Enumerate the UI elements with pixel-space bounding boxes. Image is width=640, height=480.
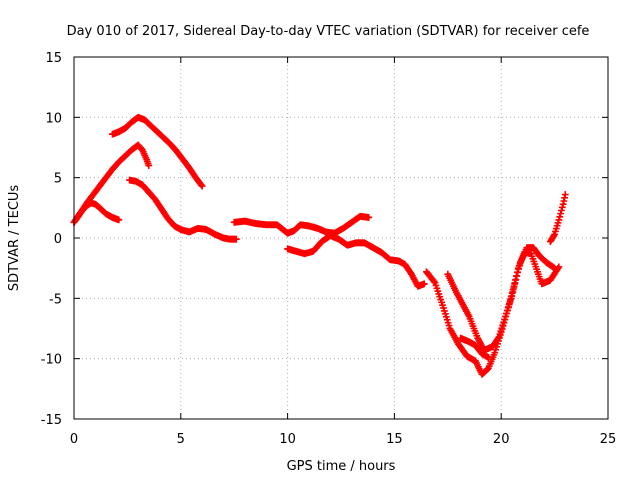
data-point bbox=[512, 276, 519, 284]
y-tick-label: 15 bbox=[45, 51, 62, 66]
y-tick-label: 5 bbox=[54, 172, 62, 187]
data-point bbox=[445, 322, 453, 329]
series-arc-2 bbox=[70, 141, 153, 226]
data-point bbox=[435, 290, 443, 298]
data-point bbox=[499, 321, 507, 329]
y-axis: -15 -10 -5 0 5 10 15 bbox=[41, 51, 608, 428]
data-point bbox=[511, 280, 519, 288]
data-point bbox=[555, 216, 563, 224]
y-tick-label: 0 bbox=[54, 232, 62, 247]
y-axis-label: SDTVAR / TECUs bbox=[7, 185, 22, 292]
data-point bbox=[513, 272, 520, 280]
x-tick-label: 25 bbox=[600, 432, 617, 447]
x-tick-label: 5 bbox=[177, 432, 185, 447]
data-point bbox=[551, 230, 558, 238]
data-point bbox=[552, 228, 559, 235]
data-point bbox=[533, 265, 540, 273]
data-point bbox=[492, 346, 500, 354]
data-point bbox=[529, 255, 537, 263]
y-tick-label: -5 bbox=[49, 292, 62, 307]
data-point bbox=[513, 268, 521, 276]
data-series bbox=[70, 113, 569, 378]
data-point bbox=[437, 296, 445, 303]
data-point bbox=[420, 280, 428, 288]
data-point bbox=[497, 327, 505, 335]
series-arc-6 bbox=[284, 232, 428, 290]
data-point bbox=[555, 263, 563, 271]
series-arc-8 bbox=[444, 249, 563, 354]
data-point bbox=[502, 310, 510, 317]
data-point bbox=[553, 222, 561, 230]
data-point bbox=[505, 301, 513, 309]
y-tick-label: -10 bbox=[41, 353, 62, 368]
data-point bbox=[501, 315, 508, 323]
data-point bbox=[506, 298, 514, 306]
data-point bbox=[443, 316, 451, 324]
data-point bbox=[558, 203, 566, 211]
data-point bbox=[438, 298, 446, 306]
x-tick-label: 15 bbox=[386, 432, 403, 447]
chart-title: Day 010 of 2017, Sidereal Day-to-day VTE… bbox=[67, 24, 590, 39]
data-point bbox=[496, 330, 504, 338]
data-point bbox=[557, 210, 564, 218]
data-point bbox=[198, 182, 206, 190]
series-arc-10 bbox=[546, 191, 569, 246]
data-point bbox=[441, 310, 449, 318]
x-tick-label: 0 bbox=[70, 432, 78, 447]
data-point bbox=[500, 318, 508, 326]
series-arc-4 bbox=[126, 176, 240, 243]
series-arc-9 bbox=[457, 334, 492, 361]
data-point bbox=[527, 250, 535, 258]
data-point bbox=[444, 319, 452, 327]
data-point bbox=[498, 324, 506, 332]
data-point bbox=[552, 225, 560, 232]
data-point bbox=[556, 213, 564, 221]
x-tick-label: 10 bbox=[279, 432, 296, 447]
data-point bbox=[436, 293, 444, 301]
data-point bbox=[561, 191, 569, 198]
data-point bbox=[502, 313, 509, 320]
data-point bbox=[365, 214, 373, 221]
data-point bbox=[528, 252, 536, 260]
data-point bbox=[441, 307, 448, 315]
data-point bbox=[484, 354, 492, 361]
x-tick-label: 20 bbox=[493, 432, 510, 447]
data-point bbox=[495, 333, 503, 341]
data-point bbox=[503, 307, 511, 314]
plot-frame bbox=[73, 56, 609, 420]
data-point bbox=[439, 301, 446, 309]
data-point bbox=[115, 216, 123, 224]
grid bbox=[74, 57, 608, 419]
data-point bbox=[232, 235, 240, 243]
series-arc-5 bbox=[230, 212, 373, 237]
data-point bbox=[507, 295, 515, 303]
data-point bbox=[510, 284, 518, 292]
data-point bbox=[440, 304, 447, 312]
series-arc-3 bbox=[109, 113, 206, 190]
data-point bbox=[558, 207, 565, 214]
data-point bbox=[531, 260, 539, 268]
data-point bbox=[532, 263, 540, 271]
data-point bbox=[504, 304, 512, 312]
data-point bbox=[491, 349, 499, 357]
data-point bbox=[145, 162, 153, 169]
data-point bbox=[508, 292, 516, 300]
x-axis-label: GPS time / hours bbox=[287, 459, 396, 474]
y-tick-label: -15 bbox=[41, 413, 62, 428]
data-point bbox=[442, 313, 450, 321]
data-point bbox=[554, 219, 562, 227]
y-tick-label: 10 bbox=[45, 111, 62, 126]
data-point bbox=[530, 258, 538, 265]
data-point bbox=[433, 284, 441, 292]
data-point bbox=[509, 288, 517, 296]
data-point bbox=[434, 287, 442, 295]
